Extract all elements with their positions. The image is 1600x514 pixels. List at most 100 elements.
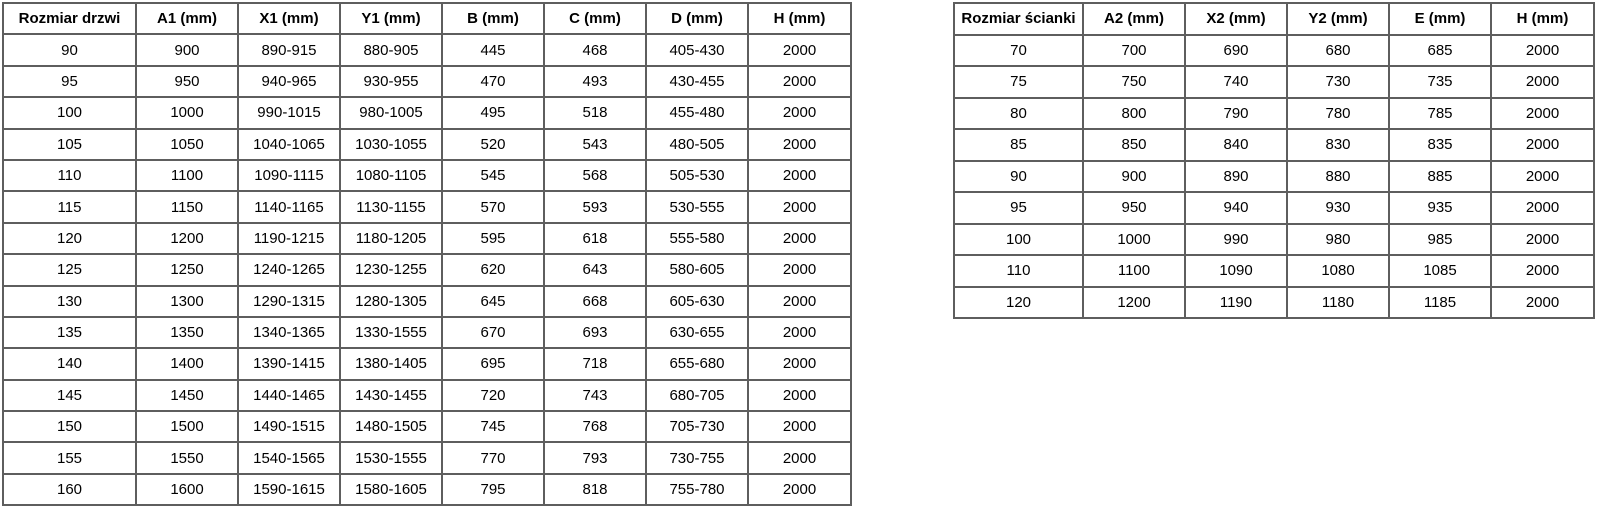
table-cell: 2000 <box>747 221 852 256</box>
table-cell: 1580-1605 <box>339 472 443 507</box>
column-header: H (mm) <box>747 1 852 36</box>
table-cell: 850 <box>1082 128 1186 162</box>
table-cell: 1400 <box>135 347 239 381</box>
table-cell: 1140-1165 <box>237 190 341 224</box>
column-header: Y1 (mm) <box>339 1 443 36</box>
table-cell: 768 <box>543 410 647 444</box>
table-cell: 835 <box>1388 128 1492 162</box>
table-row: 110 1100 1090-1115 1080-1105 545 568 505-530 20… <box>2 158 852 193</box>
table-cell: 430-455 <box>645 64 749 99</box>
table-cell: 755-780 <box>645 472 749 507</box>
table-cell: 1090 <box>1184 254 1288 288</box>
table-cell: 1540-1565 <box>237 441 341 475</box>
table-cell: 705-730 <box>645 410 749 444</box>
table-cell: 405-430 <box>645 33 749 67</box>
table-cell: 140 <box>2 347 137 381</box>
table-row: 140 1400 1390-1415 1380-1405 695 718 655-680 20… <box>2 347 852 381</box>
table-cell: 125 <box>2 253 137 287</box>
table-cell: 730 <box>1286 65 1390 99</box>
table-cell: 980 <box>1286 222 1390 256</box>
table-row: 115 1150 1140-1165 1130-1155 570 593 530-555 20… <box>2 190 852 224</box>
column-header: B (mm) <box>441 1 545 36</box>
table-cell: 695 <box>441 347 545 381</box>
table-row: 105 1050 1040-1065 1030-1055 520 543 480-505 20… <box>2 127 852 161</box>
table-cell: 1230-1255 <box>339 253 443 287</box>
table-cell: 840 <box>1184 128 1288 162</box>
table-cell: 100 <box>2 96 137 130</box>
table-cell: 900 <box>1082 159 1186 193</box>
table-cell: 985 <box>1388 222 1492 256</box>
table-cell: 1080-1105 <box>339 158 443 193</box>
table-cell: 120 <box>2 221 137 256</box>
table-cell: 1490-1515 <box>237 410 341 444</box>
table-cell: 2000 <box>1490 33 1595 67</box>
column-header: A2 (mm) <box>1082 2 1186 36</box>
table-cell: 2000 <box>1490 285 1595 319</box>
table-cell: 643 <box>543 253 647 287</box>
table-cell: 2000 <box>747 410 852 444</box>
table-cell: 2000 <box>1490 222 1595 256</box>
table-cell: 1100 <box>135 158 239 193</box>
table-cell: 505-530 <box>645 158 749 193</box>
table-cell: 1090-1115 <box>237 158 341 193</box>
table-cell: 2000 <box>1490 128 1595 162</box>
table-cell: 1340-1365 <box>237 315 341 350</box>
table-cell: 890-915 <box>237 33 341 67</box>
table-cell: 2000 <box>1490 191 1595 225</box>
column-header: D (mm) <box>645 1 749 36</box>
table-cell: 520 <box>441 127 545 161</box>
table-cell: 830 <box>1286 128 1390 162</box>
table-cell: 160 <box>2 472 137 507</box>
table-cell: 2000 <box>747 347 852 381</box>
table-cell: 900 <box>135 33 239 67</box>
table-cell: 480-505 <box>645 127 749 161</box>
table-cell: 880-905 <box>339 33 443 67</box>
table-cell: 1330-1555 <box>339 315 443 350</box>
table-cell: 530-555 <box>645 190 749 224</box>
table-cell: 110 <box>953 254 1084 288</box>
table-cell: 1150 <box>135 190 239 224</box>
table-row: 130 1300 1290-1315 1280-1305 645 668 605-630 20… <box>2 284 852 318</box>
table-cell: 1590-1615 <box>237 472 341 507</box>
table-cell: 605-630 <box>645 284 749 318</box>
table-cell: 593 <box>543 190 647 224</box>
table-cell: 885 <box>1388 159 1492 193</box>
header-row: Rozmiar ścianki A2 (mm) X2 (mm) Y2 (mm) E (m… <box>953 2 1595 36</box>
table-cell: 790 <box>1184 96 1288 130</box>
table-cell: 595 <box>441 221 545 256</box>
table-cell: 940 <box>1184 191 1288 225</box>
table-cell: 1250 <box>135 253 239 287</box>
table-row: 95 950 940-965 930-955 470 493 430-455 2000 <box>2 64 852 99</box>
table-cell: 75 <box>953 65 1084 99</box>
table-cell: 90 <box>953 159 1084 193</box>
table-cell: 470 <box>441 64 545 99</box>
table-cell: 743 <box>543 378 647 413</box>
table-cell: 1450 <box>135 378 239 413</box>
table-row: 95 950 940 930 935 2000 <box>953 191 1595 225</box>
table-row: 160 1600 1590-1615 1580-1605 795 818 755-780 20… <box>2 472 852 507</box>
table-cell: 630-655 <box>645 315 749 350</box>
table-cell: 130 <box>2 284 137 318</box>
table-cell: 1530-1555 <box>339 441 443 475</box>
table-cell: 555-580 <box>645 221 749 256</box>
table-cell: 495 <box>441 96 545 130</box>
table-row: 100 1000 990 980 985 2000 <box>953 222 1595 256</box>
table-row: 90 900 890 880 885 2000 <box>953 159 1595 193</box>
column-header: Rozmiar drzwi <box>2 1 137 36</box>
table-cell: 1180-1205 <box>339 221 443 256</box>
table-cell: 135 <box>2 315 137 350</box>
table-row: 145 1450 1440-1465 1430-1455 720 743 680-705 20… <box>2 378 852 413</box>
table-cell: 1050 <box>135 127 239 161</box>
table-cell: 2000 <box>747 284 852 318</box>
table-cell: 468 <box>543 33 647 67</box>
table-cell: 570 <box>441 190 545 224</box>
table-cell: 110 <box>2 158 137 193</box>
table-cell: 620 <box>441 253 545 287</box>
column-header: H (mm) <box>1490 2 1595 36</box>
table-row: 125 1250 1240-1265 1230-1255 620 643 580-605 20… <box>2 253 852 287</box>
table-cell: 145 <box>2 378 137 413</box>
column-header: X2 (mm) <box>1184 2 1288 36</box>
table-row: 110 1100 1090 1080 1085 2000 <box>953 254 1595 288</box>
table-cell: 1130-1155 <box>339 190 443 224</box>
table-cell: 740 <box>1184 65 1288 99</box>
